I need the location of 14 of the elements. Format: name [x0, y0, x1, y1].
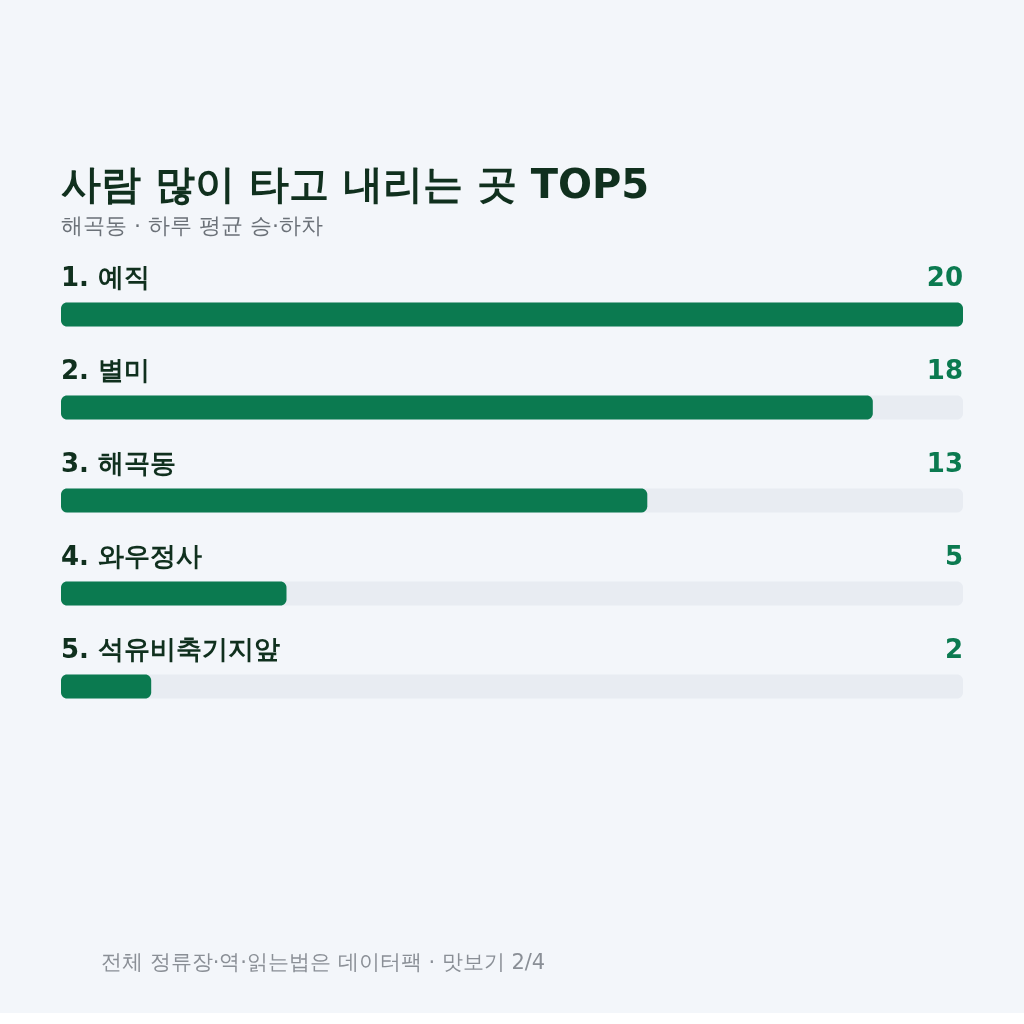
- chart-title: 사람 많이 타고 내리는 곳 TOP5: [61, 160, 650, 207]
- data-label: 18: [926, 354, 963, 385]
- y-tick-label: 2. 별미: [61, 354, 151, 385]
- bar: [61, 674, 152, 699]
- data-label: 20: [926, 261, 963, 292]
- y-tick-label: 3. 해곡동: [61, 447, 177, 478]
- data-label: 13: [926, 447, 963, 478]
- y-tick-label: 4. 와우정사: [61, 540, 203, 571]
- data-label: 5: [944, 540, 963, 571]
- text: 전체 정류장·역·읽는법은 데이터팩 · 맛보기 2/4: [101, 950, 546, 974]
- chart-subtitle: 해곡동 · 하루 평균 승·하차: [61, 212, 323, 238]
- y-tick-label: 5. 석유비축기지앞: [61, 633, 281, 664]
- data-label: 2: [944, 633, 963, 664]
- y-tick-label: 1. 예직: [61, 261, 151, 292]
